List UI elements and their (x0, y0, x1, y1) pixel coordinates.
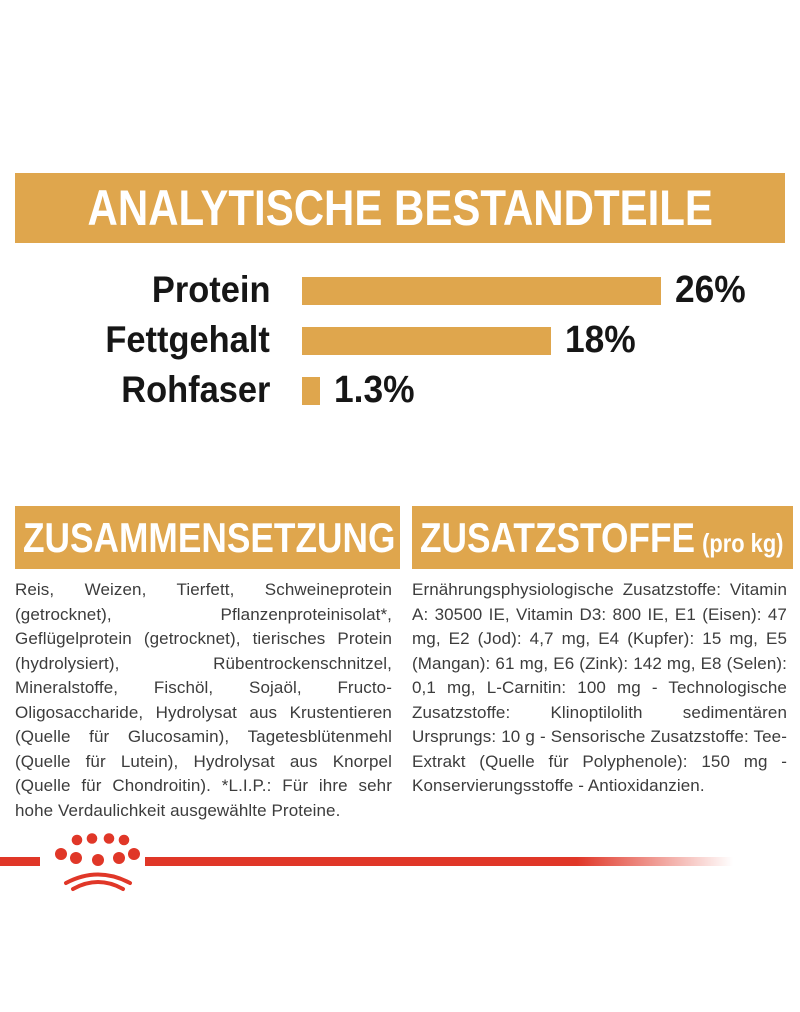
analytical-constituents-chart: Protein 26% Fettgehalt 18% Rohfaser 1.3% (0, 268, 800, 427)
royal-canin-crown-icon (53, 831, 141, 893)
composition-body: Reis, Weizen, Tierfett, Schweineprotein … (15, 580, 392, 820)
composition-title: ZUSAMMENSETZUNG (23, 513, 396, 561)
chart-bar (302, 377, 320, 405)
chart-row: Fettgehalt 18% (0, 318, 800, 361)
analytical-constituents-title: ANALYTISCHE BESTANDTEILE (87, 180, 713, 236)
footer-divider-right (145, 857, 745, 866)
footer-divider-left (0, 857, 40, 866)
chart-bar (302, 277, 661, 305)
chart-category-label: Protein (151, 268, 270, 310)
chart-category-label: Rohfaser (120, 368, 270, 410)
chart-category-label: Fettgehalt (105, 318, 270, 360)
chart-value-label: 18% (565, 318, 636, 361)
chart-bar (302, 327, 551, 355)
composition-section-header: ZUSAMMENSETZUNG (15, 506, 400, 569)
additives-body: Ernährungsphysiologische Zusatzstoffe: V… (412, 580, 787, 795)
analytical-constituents-header: ANALYTISCHE BESTANDTEILE (15, 173, 785, 243)
additives-section-header: ZUSATZSTOFFE (pro kg) (412, 506, 793, 569)
chart-value-label: 1.3% (334, 368, 415, 411)
chart-row: Rohfaser 1.3% (0, 368, 800, 411)
chart-row: Protein 26% (0, 268, 800, 311)
additives-title: ZUSATZSTOFFE (420, 513, 696, 561)
additives-unit-suffix: (pro kg) (702, 527, 784, 558)
chart-value-label: 26% (675, 268, 746, 311)
